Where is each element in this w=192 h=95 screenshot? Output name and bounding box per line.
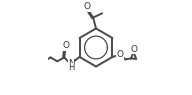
Text: N: N — [68, 59, 75, 68]
Text: O: O — [62, 41, 69, 50]
Text: H: H — [68, 63, 75, 72]
Text: O: O — [116, 50, 123, 59]
Text: O: O — [84, 2, 91, 11]
Text: O: O — [130, 45, 137, 54]
